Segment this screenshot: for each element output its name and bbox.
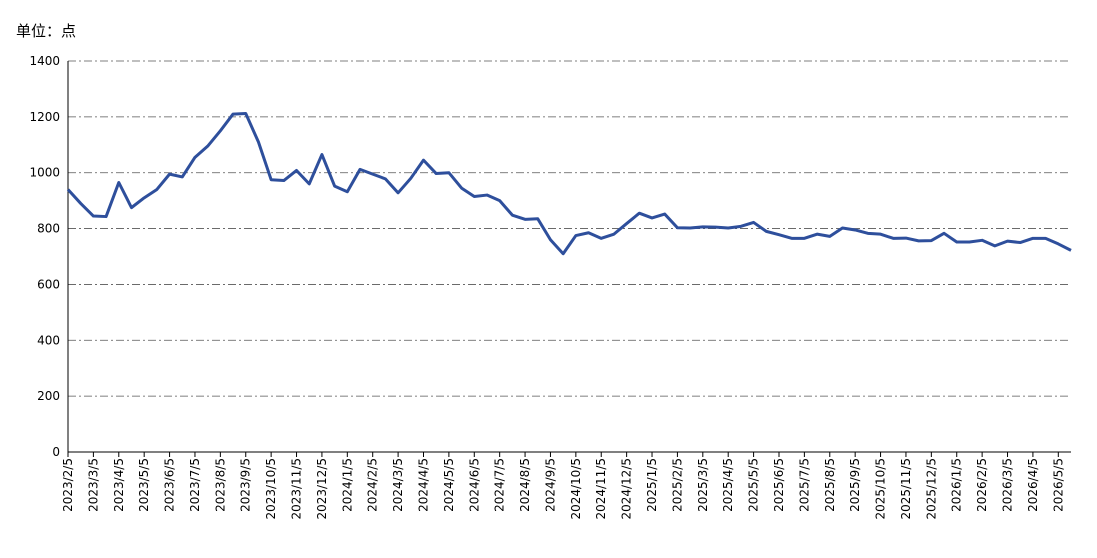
unit-label: 单位：点 <box>16 22 76 40</box>
x-tick-label: 2024/12/5 <box>620 458 634 520</box>
data-line <box>66 112 1072 256</box>
y-tick-label: 800 <box>37 222 60 236</box>
x-tick-label: 2025/3/5 <box>696 458 710 512</box>
x-tick-label: 2023/7/5 <box>188 458 202 512</box>
x-tick-label: 2025/1/5 <box>645 458 659 512</box>
y-tick-label: 1200 <box>29 110 60 124</box>
x-tick-label: 2026/5/5 <box>1051 458 1065 512</box>
y-tick-label: 0 <box>52 445 60 459</box>
x-tick-label: 2023/4/5 <box>112 458 126 512</box>
x-tick-label: 2024/1/5 <box>340 458 354 512</box>
x-tick-label: 2024/5/5 <box>442 458 456 512</box>
x-tick-label: 2023/9/5 <box>239 458 253 512</box>
x-tick-label: 2025/10/5 <box>874 458 888 520</box>
x-tick-label: 2024/3/5 <box>391 458 405 512</box>
x-tick-label: 2025/11/5 <box>899 458 913 520</box>
x-tick-label: 2024/8/5 <box>518 458 532 512</box>
x-tick-label: 2025/8/5 <box>823 458 837 512</box>
y-tick-label: 1400 <box>29 54 60 68</box>
x-tick-label: 2023/10/5 <box>264 458 278 520</box>
x-tick-label: 2023/6/5 <box>163 458 177 512</box>
x-tick-label: 2023/8/5 <box>213 458 227 512</box>
x-tick-label: 2023/5/5 <box>137 458 151 512</box>
x-tick-label: 2025/9/5 <box>848 458 862 512</box>
x-tick-label: 2024/4/5 <box>416 458 430 512</box>
x-tick-label: 2023/11/5 <box>290 458 304 520</box>
x-tick-label: 2024/9/5 <box>543 458 557 512</box>
y-tick-label: 600 <box>37 277 60 291</box>
x-tick-label: 2023/12/5 <box>315 458 329 520</box>
x-tick-label: 2026/4/5 <box>1026 458 1040 512</box>
x-tick-label: 2025/7/5 <box>797 458 811 512</box>
x-tick-label: 2025/6/5 <box>772 458 786 512</box>
x-tick-label: 2024/11/5 <box>594 458 608 520</box>
x-tick-label: 2024/2/5 <box>366 458 380 512</box>
x-tick-label: 2024/7/5 <box>493 458 507 512</box>
x-tick-label: 2025/4/5 <box>721 458 735 512</box>
x-tick-label: 2025/5/5 <box>747 458 761 512</box>
x-tick-label: 2024/6/5 <box>467 458 481 512</box>
x-tick-label: 2026/2/5 <box>975 458 989 512</box>
x-tick-label: 2023/2/5 <box>61 458 75 512</box>
x-tick-label: 2025/12/5 <box>924 458 938 520</box>
y-tick-label: 200 <box>37 389 60 403</box>
x-tick-label: 2026/1/5 <box>950 458 964 512</box>
x-tick-label: 2023/3/5 <box>86 458 100 512</box>
y-tick-label: 400 <box>37 333 60 347</box>
x-tick-label: 2024/10/5 <box>569 458 583 520</box>
x-tick-label: 2025/2/5 <box>670 458 684 512</box>
x-tick-label: 2026/3/5 <box>1001 458 1015 512</box>
y-tick-label: 1000 <box>29 166 60 180</box>
